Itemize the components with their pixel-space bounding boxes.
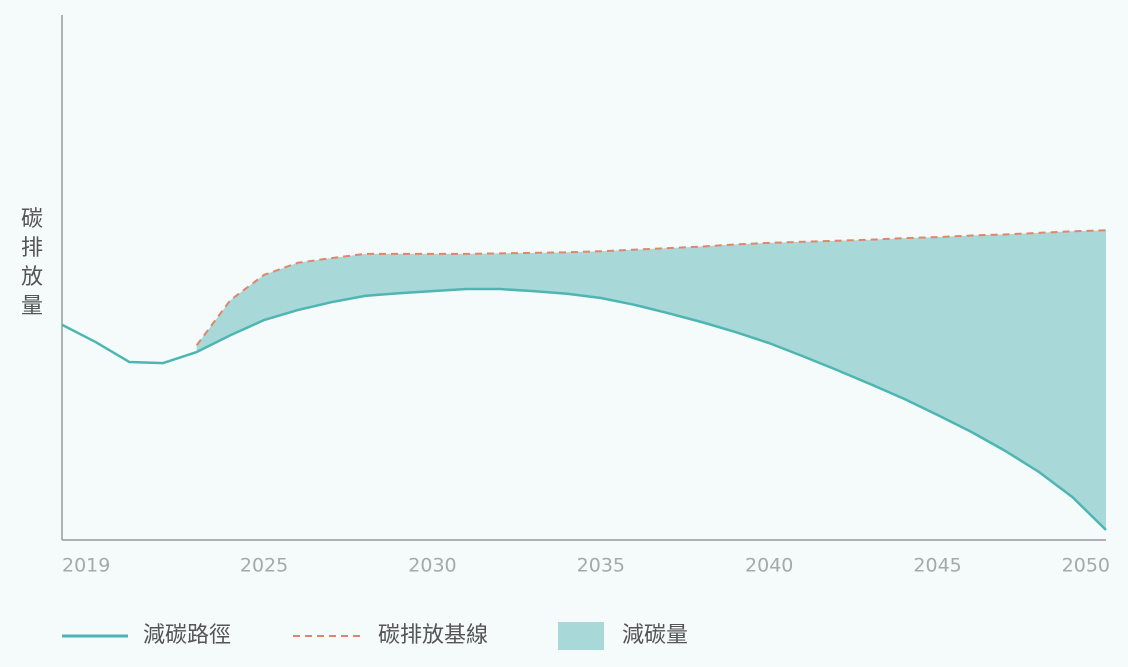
legend-label: 減碳量	[622, 623, 688, 648]
x-tick-label: 2045	[913, 555, 961, 577]
x-tick-label: 2019	[62, 555, 110, 577]
series-line	[195, 229, 1107, 346]
series-line	[61, 287, 1107, 531]
legend-swatch	[558, 622, 604, 650]
x-tick-label: 2025	[240, 555, 288, 577]
x-tick-label: 2040	[745, 555, 793, 577]
x-tick-label: 2030	[408, 555, 456, 577]
legend-label: 碳排放基線	[378, 623, 488, 648]
y-axis-label: 碳排放量	[21, 207, 43, 319]
reduction-area	[196, 230, 1107, 531]
x-tick-label: 2050	[1062, 555, 1110, 577]
legend-label: 減碳路徑	[143, 623, 231, 648]
x-tick-label: 2035	[577, 555, 625, 577]
